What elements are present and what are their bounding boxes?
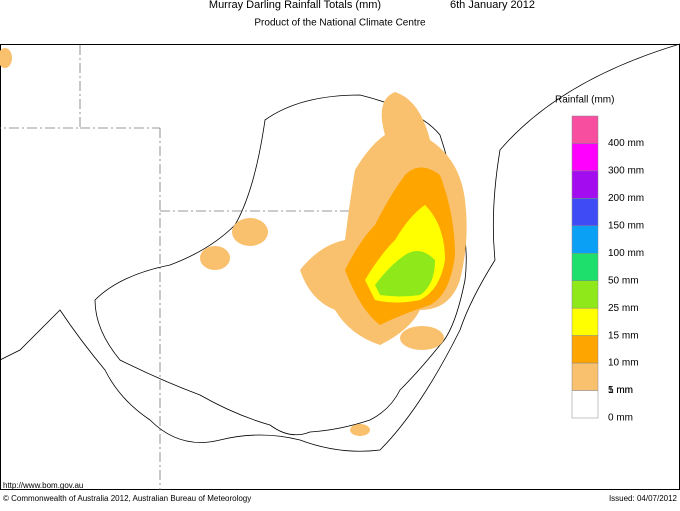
legend-label: 200 mm <box>608 193 644 204</box>
issued: Issued: 04/07/2012 <box>609 494 678 503</box>
title: Murray Darling Rainfall Totals (mm) <box>209 0 381 11</box>
map <box>0 43 680 490</box>
legend-label: 400 mm <box>608 138 644 149</box>
legend-swatch <box>571 307 599 336</box>
legend-label: 15 mm <box>608 330 639 341</box>
copyright: © Commonwealth of Australia 2012, Austra… <box>3 494 251 503</box>
legend-label: 50 mm <box>608 275 639 286</box>
legend-swatch <box>571 225 599 254</box>
legend-swatch <box>571 198 599 227</box>
legend-swatch <box>571 280 599 309</box>
legend-label: 25 mm <box>608 303 639 314</box>
basin-boundary <box>94 94 467 436</box>
legend-label: 100 mm <box>608 248 644 259</box>
legend-swatch <box>571 253 599 281</box>
rain-area <box>350 424 370 436</box>
coastline <box>0 43 680 452</box>
legend-swatch <box>571 115 599 144</box>
rain-area <box>400 326 444 350</box>
date: 6th January 2012 <box>450 0 535 11</box>
legend-swatch <box>571 170 599 199</box>
legend-label: 10 mm <box>608 358 639 369</box>
rain-area <box>200 246 230 270</box>
rain-area <box>0 48 12 68</box>
legend-label: 5 mm <box>608 385 633 396</box>
legend-title: Rainfall (mm) <box>555 95 614 106</box>
rain-area <box>232 218 268 246</box>
legend: 400 mm 300 mm 200 mm 150 mm 100 mm 50 mm 25 mm… <box>571 115 644 424</box>
legend-swatch <box>571 143 599 172</box>
legend-swatch <box>571 362 599 391</box>
legend-label: 1 mm <box>608 385 633 396</box>
legend-swatch <box>571 335 599 364</box>
url: http://www.bom.gov.au <box>3 481 83 490</box>
subtitle: Product of the National Climate Centre <box>254 18 426 29</box>
legend-swatch <box>571 390 599 419</box>
state-borders <box>0 45 355 490</box>
legend-label: 300 mm <box>608 166 644 177</box>
legend-label: 0 mm <box>608 413 633 424</box>
rain-area <box>375 251 435 297</box>
legend-label: 150 mm <box>608 220 644 231</box>
